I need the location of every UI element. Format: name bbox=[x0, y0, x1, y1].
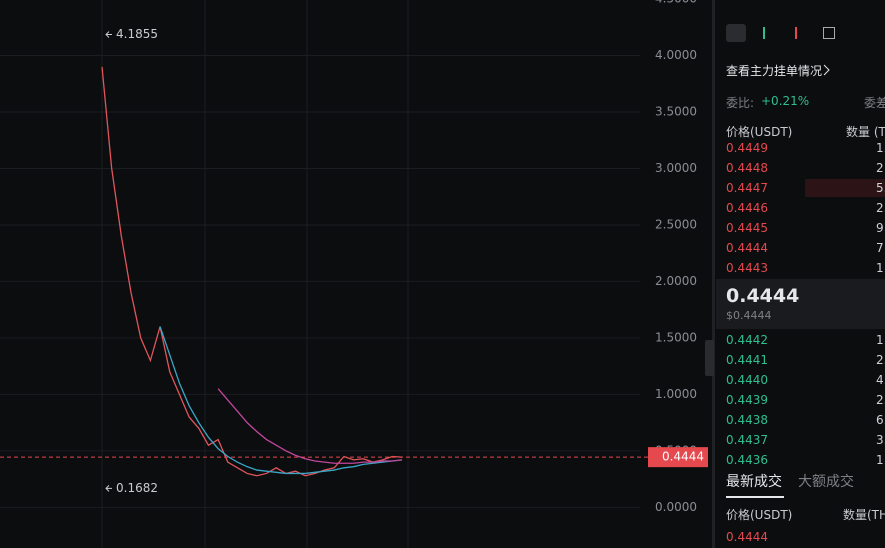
order-price: 0.4441 bbox=[726, 353, 768, 367]
order-qty: 2 bbox=[876, 161, 884, 175]
trade-price-header: 价格(USDT) bbox=[726, 508, 793, 522]
ratio-label: 委比: bbox=[726, 96, 755, 110]
divider bbox=[712, 0, 715, 548]
order-row[interactable]: 0.4437 3.0 bbox=[726, 431, 885, 451]
order-qty: 7 bbox=[876, 241, 884, 255]
trade-price: 0.4444 bbox=[726, 530, 768, 544]
high-label: 4.1855 bbox=[116, 27, 158, 41]
y-tick-label: 2.0000 bbox=[655, 274, 697, 288]
order-price: 0.4442 bbox=[726, 333, 768, 347]
order-qty: 2. bbox=[876, 353, 885, 367]
order-row[interactable]: 0.4443 1 bbox=[726, 259, 885, 279]
price-line bbox=[217, 388, 403, 464]
layout-button[interactable] bbox=[795, 27, 809, 39]
tab[interactable]: 大额成交 bbox=[798, 474, 854, 490]
order-qty: 1 bbox=[876, 333, 884, 347]
y-tick-label: 1.0000 bbox=[655, 387, 697, 401]
order-row[interactable]: 0.4445 9 bbox=[726, 219, 885, 239]
y-tick-label: 1.5000 bbox=[655, 330, 697, 344]
price-line bbox=[159, 326, 403, 475]
order-panel: 查看主力挂单情况 委比: +0.21% 委差 价格(USDT) 数量 (T 0.… bbox=[716, 0, 885, 548]
order-price: 0.4439 bbox=[726, 393, 768, 407]
last-price-label: 0.4444 bbox=[662, 450, 704, 464]
order-price: 0.4446 bbox=[726, 201, 768, 215]
tab-underline bbox=[726, 496, 784, 498]
y-tick-label: 0.0000 bbox=[655, 500, 697, 514]
order-price: 0.4443 bbox=[726, 261, 768, 275]
order-qty: 6.6 bbox=[876, 413, 885, 427]
order-qty: 1 bbox=[876, 261, 884, 275]
order-row[interactable]: 0.4442 1 bbox=[726, 331, 885, 351]
collapse-handle[interactable] bbox=[705, 340, 714, 376]
mid-price: 0.4444 bbox=[726, 285, 800, 307]
order-qty: 1.4 bbox=[876, 141, 885, 155]
last-price-box bbox=[648, 447, 708, 468]
y-tick-label: 3.0000 bbox=[655, 161, 697, 175]
order-qty: 1 bbox=[876, 453, 884, 467]
ratio: +0.21% bbox=[761, 94, 810, 108]
layout-button[interactable] bbox=[726, 24, 746, 42]
order-qty: 9 bbox=[876, 221, 884, 235]
price-line bbox=[101, 66, 403, 477]
order-qty: 5.7 bbox=[876, 181, 885, 195]
tabs bbox=[716, 466, 885, 500]
chevron bbox=[823, 64, 830, 76]
mid-box bbox=[716, 279, 885, 329]
order-price: 0.4436 bbox=[726, 453, 768, 467]
arrow bbox=[105, 484, 112, 492]
diff-label: 委差 bbox=[864, 96, 885, 110]
order-row[interactable]: 0.4441 2. bbox=[726, 351, 885, 371]
qty-header: 数量 (T bbox=[846, 125, 885, 139]
order-row[interactable]: 0.4449 1.4 bbox=[726, 139, 885, 159]
order-price: 0.4448 bbox=[726, 161, 768, 175]
order-row[interactable]: 0.4436 1 bbox=[726, 451, 885, 471]
order-price: 0.4438 bbox=[726, 413, 768, 427]
order-row[interactable]: 0.4448 2 bbox=[726, 159, 885, 179]
y-tick-label: 4.0000 bbox=[655, 48, 697, 62]
y-tick-label: 3.5000 bbox=[655, 104, 697, 118]
order-price: 0.4449 bbox=[726, 141, 768, 155]
order-price: 0.4440 bbox=[726, 373, 768, 387]
main-orders-link[interactable]: 查看主力挂单情况 bbox=[726, 64, 823, 78]
order-row[interactable]: 0.4440 4.2 bbox=[726, 371, 885, 391]
arrow bbox=[105, 31, 112, 38]
order-price: 0.4445 bbox=[726, 221, 768, 235]
order-qty: 2. bbox=[876, 393, 885, 407]
order-price: 0.4447 bbox=[726, 181, 768, 195]
y-tick-label: 4.5000 bbox=[655, 0, 697, 6]
order-price: 0.4437 bbox=[726, 433, 768, 447]
mid-usd: $0.4444 bbox=[726, 309, 772, 322]
order-qty: 4.2 bbox=[876, 373, 885, 387]
order-qty: 3.0 bbox=[876, 433, 885, 447]
y-tick-label: 2.5000 bbox=[655, 217, 697, 231]
order-row[interactable]: 0.4444 7 bbox=[726, 239, 885, 259]
depth-bar bbox=[805, 179, 885, 197]
trade-qty-header: 数量(TH bbox=[843, 508, 885, 522]
order-row[interactable]: 0.4439 2. bbox=[726, 391, 885, 411]
order-qty: 2.6 bbox=[876, 201, 885, 215]
layout-button[interactable] bbox=[823, 27, 835, 39]
tab[interactable]: 最新成交 bbox=[726, 474, 782, 490]
layout-button[interactable] bbox=[763, 27, 777, 39]
order-row[interactable]: 0.4438 6.6 bbox=[726, 411, 885, 431]
low-label: 0.1682 bbox=[116, 481, 158, 495]
price-header: 价格(USDT) bbox=[726, 125, 793, 139]
chart: 0.00000.50001.00001.50002.00002.50003.00… bbox=[0, 0, 708, 548]
order-row[interactable]: 0.4446 2.6 bbox=[726, 199, 885, 219]
order-row[interactable]: 0.4447 5.7 bbox=[726, 179, 885, 199]
order-price: 0.4444 bbox=[726, 241, 768, 255]
